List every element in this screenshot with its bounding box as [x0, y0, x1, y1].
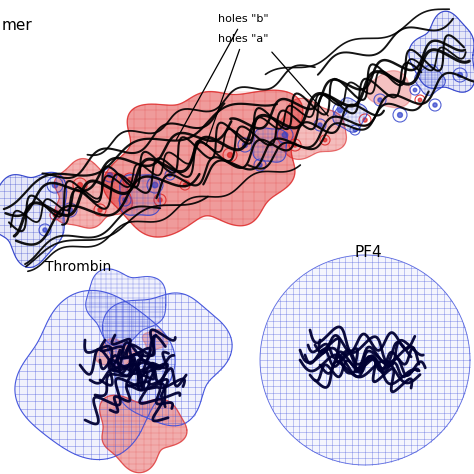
- Circle shape: [53, 213, 57, 217]
- Polygon shape: [95, 338, 135, 372]
- Circle shape: [68, 208, 73, 212]
- Circle shape: [52, 182, 58, 188]
- Circle shape: [98, 208, 102, 212]
- Circle shape: [378, 98, 382, 102]
- Polygon shape: [119, 174, 160, 215]
- Circle shape: [158, 198, 162, 202]
- Circle shape: [457, 73, 463, 77]
- Circle shape: [108, 173, 112, 177]
- Polygon shape: [143, 329, 168, 350]
- Circle shape: [323, 138, 327, 142]
- Circle shape: [363, 118, 367, 122]
- Polygon shape: [333, 98, 367, 132]
- Polygon shape: [15, 291, 175, 460]
- Polygon shape: [100, 395, 187, 473]
- Circle shape: [78, 182, 82, 187]
- Circle shape: [353, 128, 357, 132]
- Circle shape: [413, 88, 417, 92]
- Text: mer: mer: [2, 18, 33, 33]
- Text: PF4: PF4: [355, 245, 383, 260]
- Polygon shape: [253, 128, 287, 162]
- Circle shape: [152, 182, 158, 188]
- Circle shape: [398, 112, 402, 118]
- Polygon shape: [103, 90, 303, 237]
- Polygon shape: [102, 293, 232, 426]
- Polygon shape: [366, 71, 411, 108]
- Circle shape: [168, 173, 172, 177]
- Polygon shape: [0, 173, 67, 267]
- Circle shape: [337, 108, 342, 112]
- Circle shape: [293, 143, 297, 147]
- Circle shape: [183, 183, 187, 187]
- Polygon shape: [415, 64, 445, 95]
- Circle shape: [123, 198, 127, 202]
- Polygon shape: [275, 98, 346, 159]
- Circle shape: [243, 143, 247, 147]
- Circle shape: [318, 123, 322, 127]
- Circle shape: [128, 178, 132, 182]
- Text: Thrombin: Thrombin: [45, 260, 111, 274]
- Circle shape: [258, 163, 262, 167]
- Circle shape: [433, 103, 437, 107]
- Polygon shape: [86, 269, 166, 346]
- Text: holes "b": holes "b": [176, 14, 269, 139]
- Circle shape: [282, 132, 288, 138]
- Circle shape: [43, 228, 47, 232]
- Circle shape: [260, 255, 470, 465]
- Circle shape: [418, 98, 422, 102]
- Polygon shape: [55, 159, 132, 228]
- Text: holes "a": holes "a": [206, 34, 268, 146]
- Polygon shape: [409, 11, 474, 92]
- Circle shape: [228, 153, 232, 157]
